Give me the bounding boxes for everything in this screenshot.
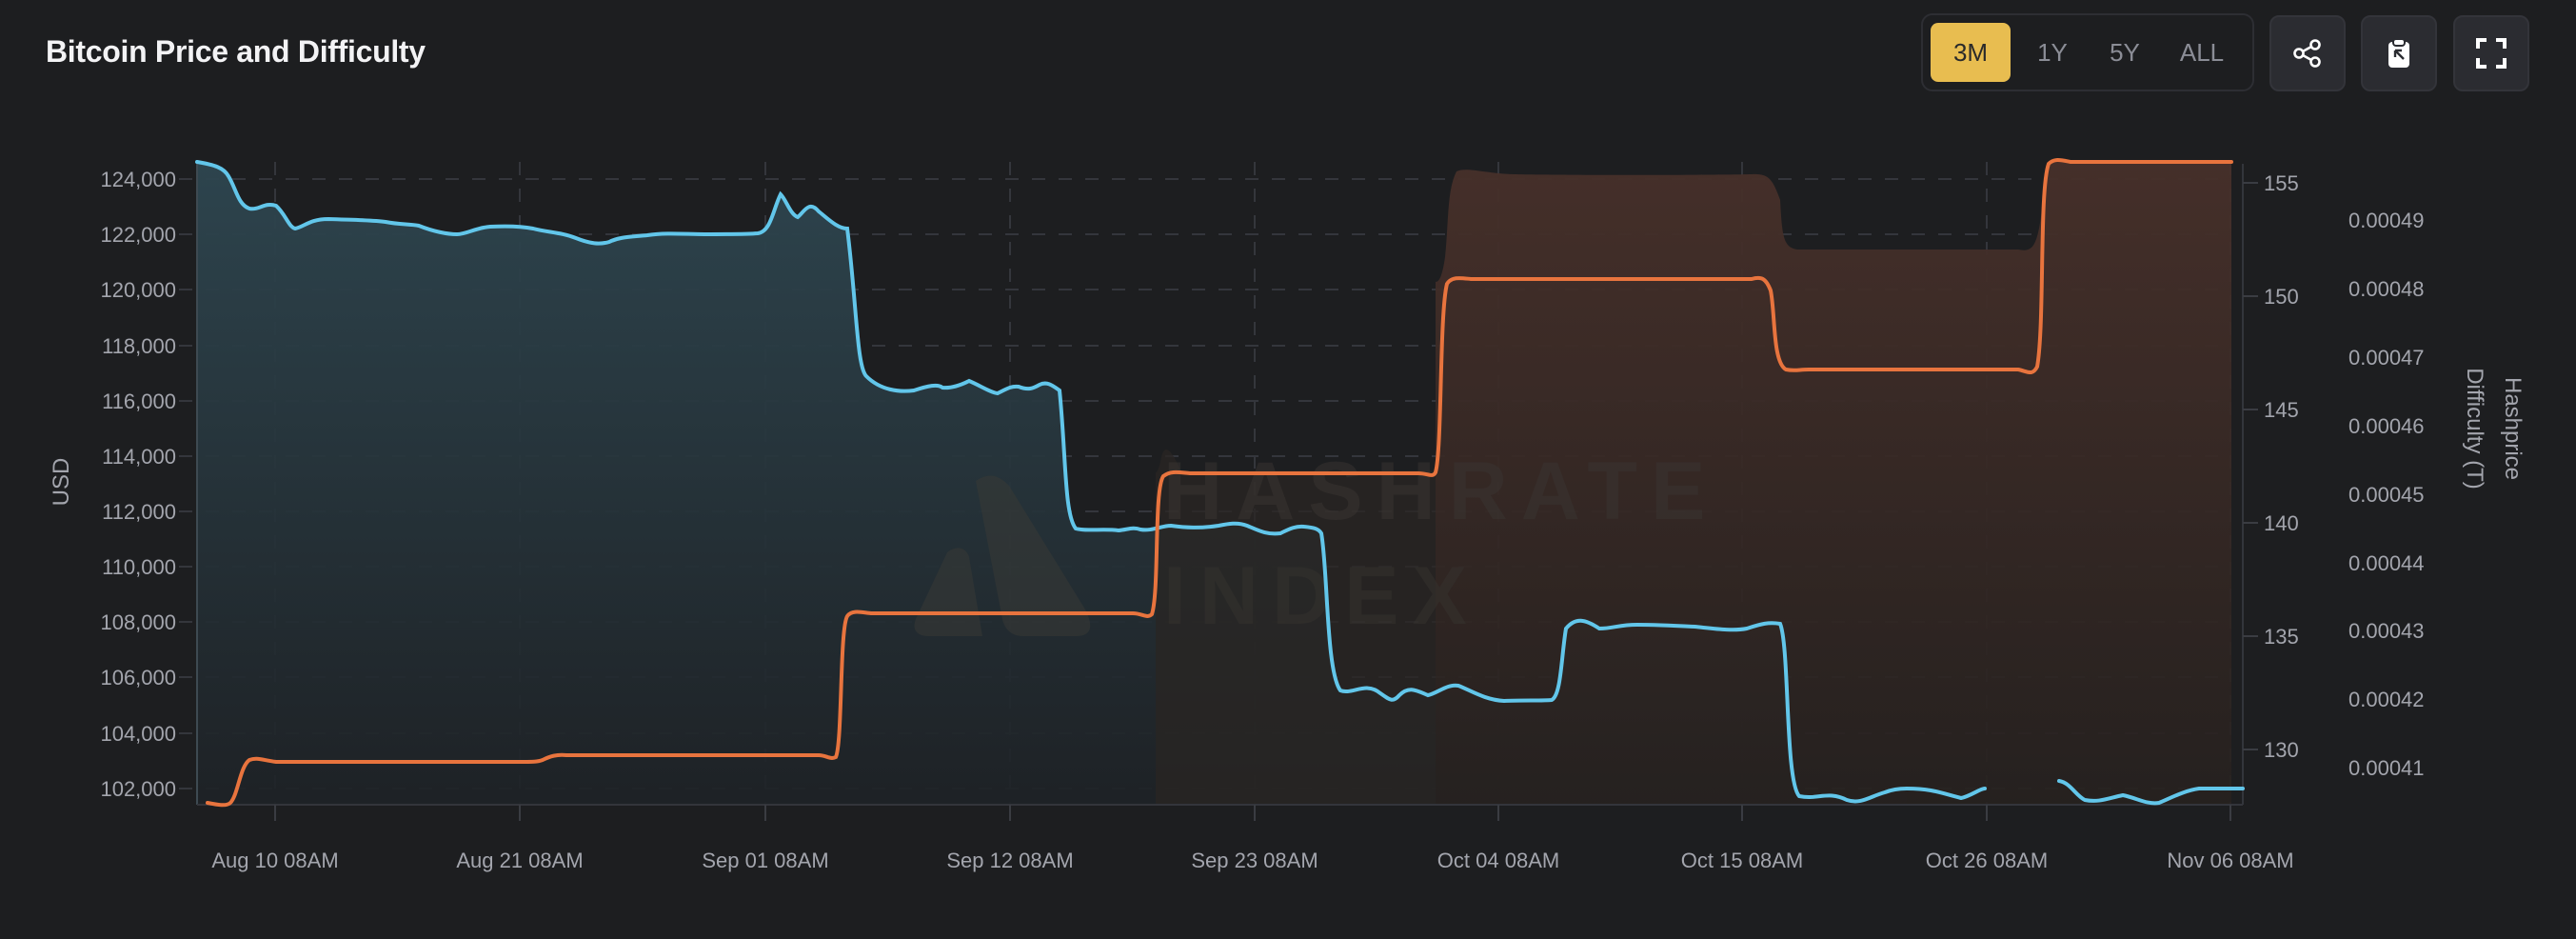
svg-text:102,000: 102,000 — [100, 777, 176, 801]
svg-text:114,000: 114,000 — [102, 445, 176, 469]
left-axis-title: USD — [49, 458, 74, 507]
fullscreen-button[interactable] — [2453, 15, 2529, 91]
svg-text:Aug 21 08AM: Aug 21 08AM — [456, 849, 583, 872]
svg-text:122,000: 122,000 — [100, 223, 176, 247]
svg-text:124,000: 124,000 — [100, 168, 176, 191]
x-axis-ticks: Aug 10 08AM Aug 21 08AM Sep 01 08AM Sep … — [211, 805, 2294, 872]
svg-text:0.00045: 0.00045 — [2348, 483, 2425, 507]
svg-text:145: 145 — [2264, 398, 2299, 422]
price-line-end — [2057, 779, 2245, 806]
svg-text:Oct 26 08AM: Oct 26 08AM — [1926, 849, 2048, 872]
range-button-1y[interactable]: 1Y — [2037, 37, 2068, 67]
svg-text:120,000: 120,000 — [100, 278, 176, 302]
time-range-selector: 3M 1Y 5Y ALL — [1921, 13, 2254, 91]
hashprice-axis-title: Hashprice — [2500, 377, 2526, 480]
svg-text:0.00047: 0.00047 — [2348, 346, 2425, 370]
svg-text:112,000: 112,000 — [102, 500, 176, 524]
svg-text:0.00043: 0.00043 — [2348, 619, 2425, 643]
svg-text:118,000: 118,000 — [102, 334, 176, 358]
share-icon — [2293, 39, 2321, 68]
range-button-3m[interactable]: 3M — [1931, 23, 2011, 82]
svg-text:Oct 15 08AM: Oct 15 08AM — [1681, 849, 1803, 872]
svg-text:0.00044: 0.00044 — [2348, 551, 2425, 575]
clipboard-icon — [2388, 38, 2409, 68]
price-line-tail — [1905, 787, 1987, 801]
svg-text:Nov 06 08AM: Nov 06 08AM — [2167, 849, 2293, 872]
svg-text:0.00041: 0.00041 — [2348, 756, 2425, 780]
difficulty-area-fill-lower — [1156, 450, 1436, 805]
svg-text:110,000: 110,000 — [102, 555, 176, 579]
copy-to-clipboard-button[interactable] — [2361, 15, 2437, 91]
range-button-5y[interactable]: 5Y — [2110, 37, 2140, 67]
difficulty-area-fill — [1436, 161, 2231, 805]
svg-text:Aug 10 08AM: Aug 10 08AM — [211, 849, 338, 872]
price-line — [195, 160, 1909, 804]
svg-text:0.00049: 0.00049 — [2348, 209, 2425, 232]
svg-text:104,000: 104,000 — [100, 722, 176, 746]
svg-text:140: 140 — [2264, 511, 2299, 535]
watermark-line1: HASHRATE — [1163, 446, 1718, 537]
difficulty-axis-title: Difficulty (T) — [2462, 368, 2487, 489]
svg-text:0.00048: 0.00048 — [2348, 277, 2425, 301]
svg-text:150: 150 — [2264, 285, 2299, 309]
svg-text:130: 130 — [2264, 738, 2299, 762]
svg-text:0.00042: 0.00042 — [2348, 688, 2425, 711]
fullscreen-icon — [2476, 38, 2507, 69]
svg-text:155: 155 — [2264, 171, 2299, 195]
svg-text:Sep 23 08AM: Sep 23 08AM — [1191, 849, 1318, 872]
svg-text:0.00046: 0.00046 — [2348, 414, 2425, 438]
left-axis-ticks: 124,000 122,000 120,000 118,000 116,000 … — [100, 168, 176, 801]
hashprice-axis-ticks: 0.00049 0.00048 0.00047 0.00046 0.00045 … — [2348, 209, 2425, 780]
svg-text:135: 135 — [2264, 625, 2299, 649]
watermark-line2: INDEX — [1163, 550, 1480, 642]
svg-text:Oct 04 08AM: Oct 04 08AM — [1437, 849, 1559, 872]
difficulty-line — [206, 158, 2233, 808]
range-button-all[interactable]: ALL — [2179, 37, 2225, 67]
chart-title: Bitcoin Price and Difficulty — [46, 34, 426, 69]
svg-text:Sep 12 08AM: Sep 12 08AM — [946, 849, 1073, 872]
price-area-fill — [197, 162, 1907, 805]
svg-text:106,000: 106,000 — [100, 666, 176, 689]
difficulty-axis-ticks: 155 150 145 140 135 130 — [2243, 171, 2299, 762]
svg-text:108,000: 108,000 — [100, 610, 176, 634]
svg-text:116,000: 116,000 — [102, 390, 176, 413]
share-button[interactable] — [2269, 15, 2346, 91]
svg-text:Sep 01 08AM: Sep 01 08AM — [702, 849, 828, 872]
